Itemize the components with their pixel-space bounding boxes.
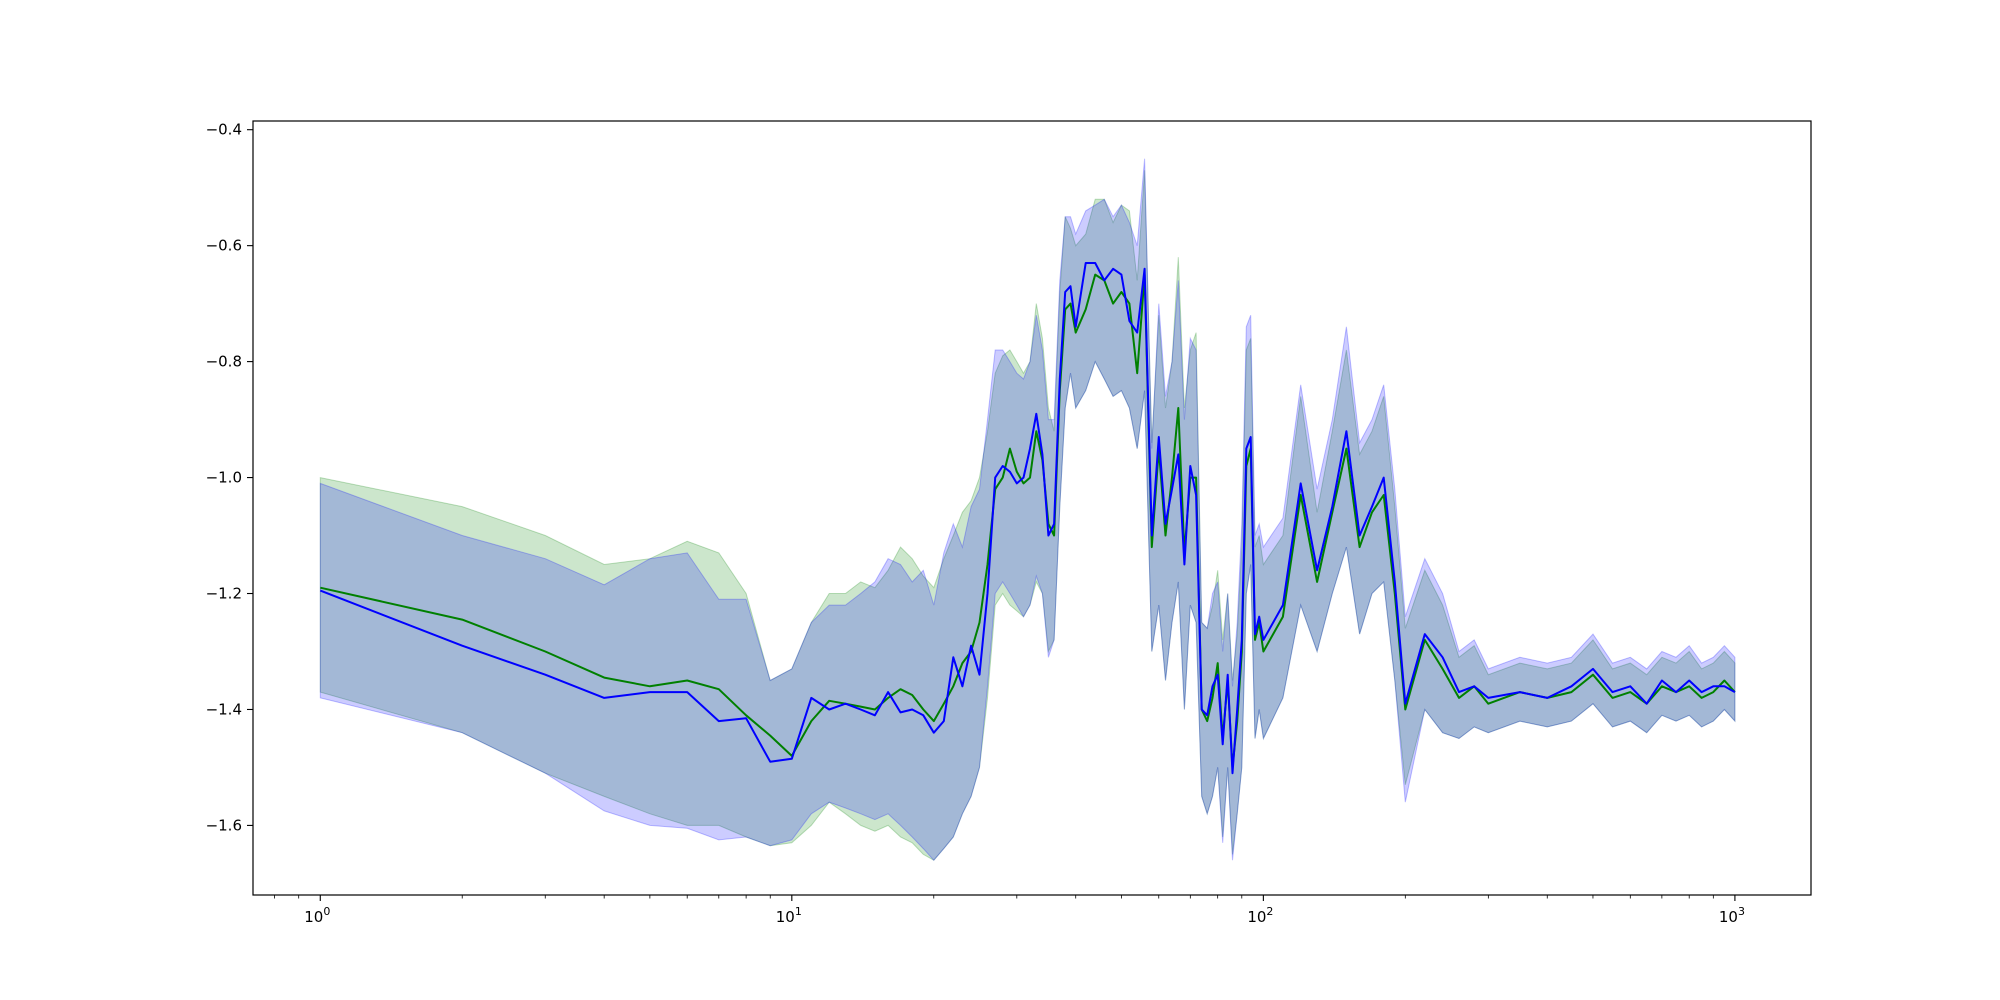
series-0-band — [319, 170, 1736, 861]
y-axis-ticks: −0.4 −0.6 −0.8 −1.0 −1.2 −1.4 −1.6 — [206, 121, 253, 834]
y-tick-label: −0.8 — [206, 353, 242, 371]
x-axis-ticks: 100 101 102 103 — [274, 895, 1745, 926]
series-1-band — [319, 158, 1736, 861]
y-tick-label: −1.6 — [206, 816, 242, 834]
y-tick-label: −1.4 — [206, 700, 242, 718]
series-lines — [319, 262, 1736, 775]
y-tick-label: −0.6 — [206, 237, 242, 255]
confidence-bands — [319, 158, 1736, 861]
y-tick-label: −1.2 — [206, 585, 242, 603]
x-tick-label: 101 — [776, 905, 802, 926]
x-tick-label: 100 — [304, 905, 330, 926]
axes-frame — [252, 120, 1812, 896]
x-tick-label: 103 — [1719, 905, 1745, 926]
series-1-line — [319, 262, 1736, 775]
y-tick-label: −0.4 — [206, 121, 242, 139]
x-tick-label: 102 — [1247, 905, 1273, 926]
y-tick-label: −1.0 — [206, 469, 242, 487]
